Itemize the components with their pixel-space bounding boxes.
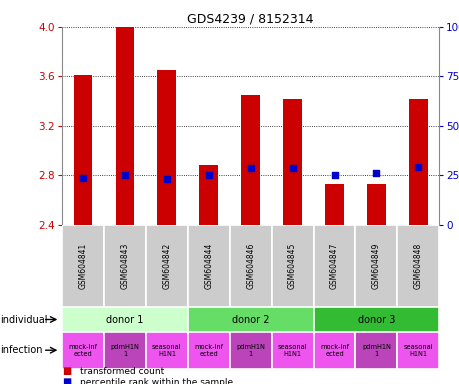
Point	[330, 172, 337, 178]
Text: pdmH1N
1: pdmH1N 1	[236, 344, 264, 357]
Bar	[283, 99, 302, 225]
Text: infection: infection	[0, 345, 43, 356]
Text: GSM604847: GSM604847	[329, 243, 338, 289]
Bar	[366, 184, 385, 225]
Bar	[408, 99, 427, 225]
Point	[163, 176, 170, 182]
Bar	[355, 225, 397, 307]
Text: GSM604848: GSM604848	[413, 243, 422, 289]
Point	[372, 170, 379, 176]
Bar	[397, 332, 438, 369]
Text: pdmH1N
1: pdmH1N 1	[361, 344, 390, 357]
Bar	[73, 75, 92, 225]
Bar	[229, 225, 271, 307]
Bar	[313, 307, 438, 332]
Text: mock-inf
ected: mock-inf ected	[319, 344, 348, 357]
Bar	[271, 332, 313, 369]
Bar	[146, 332, 187, 369]
Bar	[355, 332, 397, 369]
Text: ■: ■	[62, 377, 71, 384]
Text: donor 2: donor 2	[231, 314, 269, 325]
Text: donor 1: donor 1	[106, 314, 143, 325]
Point	[205, 172, 212, 178]
Text: seasonal
H1N1: seasonal H1N1	[152, 344, 181, 357]
Text: ■: ■	[62, 366, 71, 376]
Point	[414, 164, 421, 170]
Bar	[313, 332, 355, 369]
Text: seasonal
H1N1: seasonal H1N1	[403, 344, 432, 357]
Bar	[199, 166, 218, 225]
Point	[79, 175, 87, 181]
Text: mock-inf
ected: mock-inf ected	[194, 344, 223, 357]
Text: mock-inf
ected: mock-inf ected	[68, 344, 97, 357]
Bar	[313, 225, 355, 307]
Bar	[325, 184, 343, 225]
Bar	[104, 332, 146, 369]
Bar	[62, 225, 104, 307]
Text: donor 3: donor 3	[357, 314, 394, 325]
Title: GDS4239 / 8152314: GDS4239 / 8152314	[187, 13, 313, 26]
Bar	[62, 307, 187, 332]
Bar	[187, 225, 229, 307]
Bar	[241, 95, 260, 225]
Bar	[397, 225, 438, 307]
Bar	[62, 332, 104, 369]
Text: GSM604842: GSM604842	[162, 243, 171, 289]
Bar	[157, 70, 176, 225]
Text: GSM604844: GSM604844	[204, 243, 213, 289]
Bar	[146, 225, 187, 307]
Text: individual: individual	[0, 314, 48, 325]
Text: seasonal
H1N1: seasonal H1N1	[277, 344, 307, 357]
Bar	[104, 225, 146, 307]
Text: GSM604846: GSM604846	[246, 243, 255, 289]
Bar	[187, 307, 313, 332]
Text: transformed count: transformed count	[80, 367, 164, 376]
Bar	[271, 225, 313, 307]
Text: GSM604843: GSM604843	[120, 243, 129, 289]
Bar	[115, 27, 134, 225]
Bar	[187, 332, 229, 369]
Point	[288, 166, 296, 172]
Bar	[229, 332, 271, 369]
Point	[246, 166, 254, 172]
Text: GSM604845: GSM604845	[287, 243, 297, 289]
Point	[121, 172, 129, 178]
Text: pdmH1N
1: pdmH1N 1	[110, 344, 139, 357]
Text: GSM604841: GSM604841	[78, 243, 87, 289]
Text: GSM604849: GSM604849	[371, 243, 380, 289]
Text: percentile rank within the sample: percentile rank within the sample	[80, 377, 233, 384]
